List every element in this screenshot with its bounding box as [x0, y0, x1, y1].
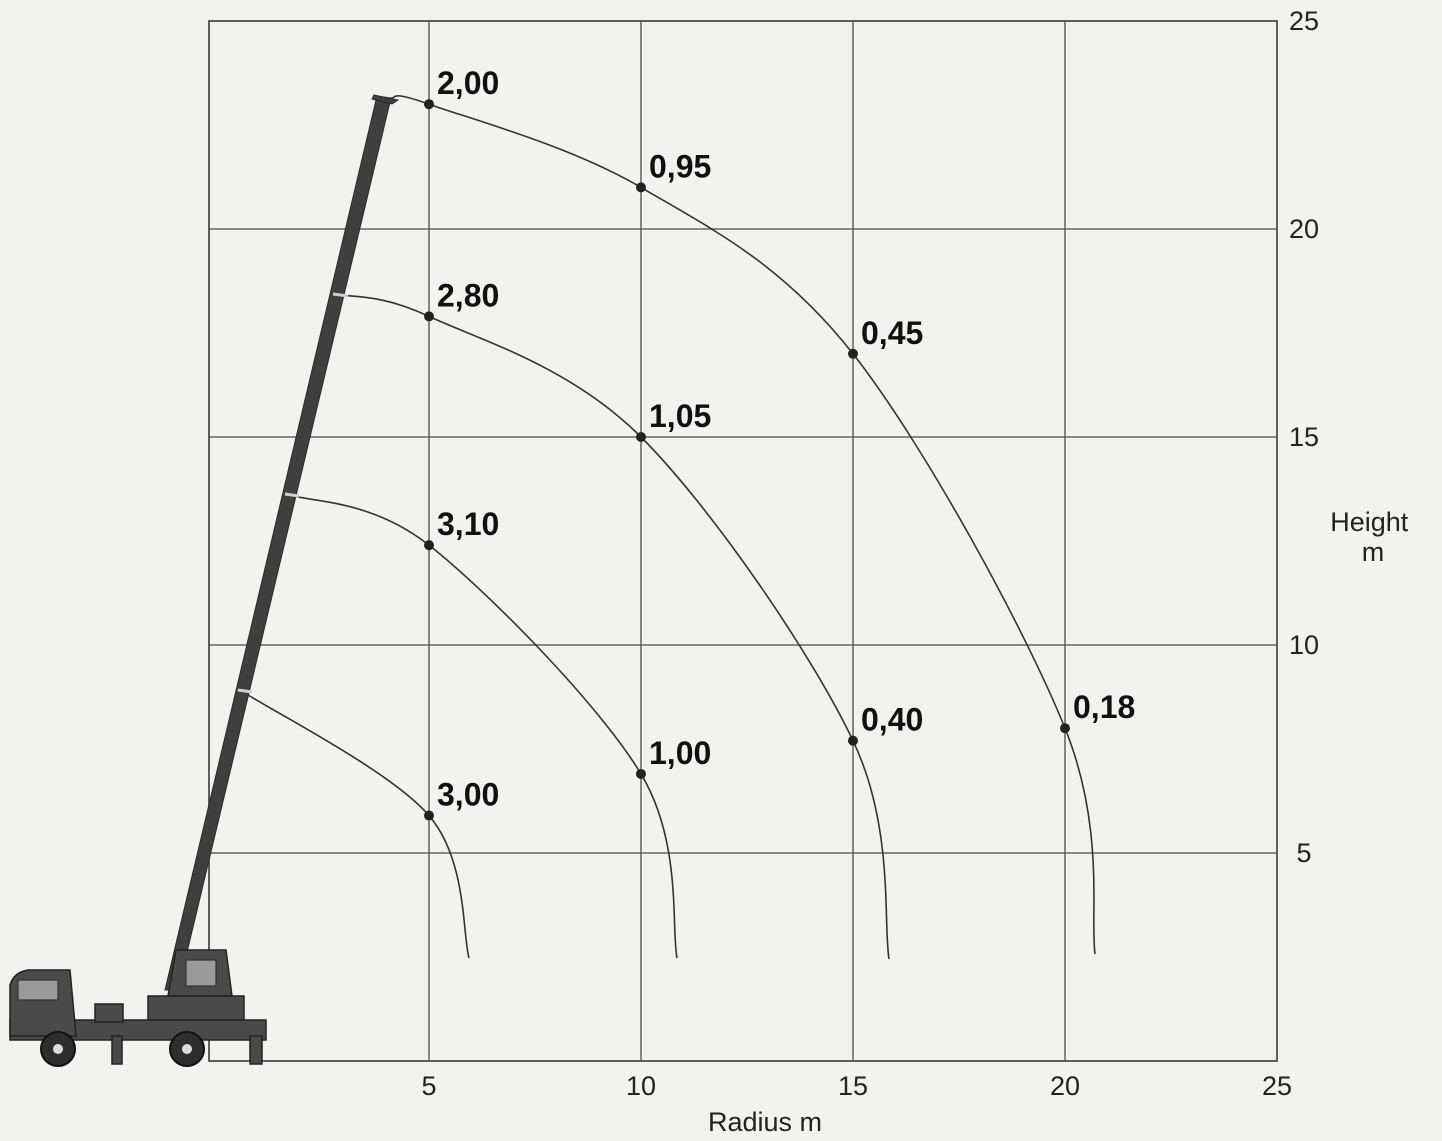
- y-axis-title-line-1: Height: [1330, 507, 1409, 537]
- crane-truck-icon: [9, 949, 267, 1067]
- y-tick-label: 10: [1289, 630, 1319, 660]
- capacity-label: 1,05: [649, 398, 711, 434]
- reach-arc: [285, 493, 678, 959]
- reach-arc: [390, 95, 1096, 955]
- capacity-point: [636, 768, 646, 779]
- capacity-label: 2,00: [437, 65, 499, 101]
- capacity-label: 0,40: [861, 702, 923, 738]
- x-tick-label: 20: [1050, 1071, 1080, 1101]
- capacity-point: [636, 182, 646, 193]
- capacity-label: 3,00: [437, 777, 499, 813]
- y-axis-title-line-2: m: [1362, 537, 1385, 567]
- grid: [208, 20, 1278, 1062]
- capacity-label: 2,80: [437, 277, 499, 313]
- capacity-label: 3,10: [437, 506, 499, 542]
- capacity-point: [1060, 723, 1070, 734]
- y-tick-label: 25: [1289, 6, 1319, 36]
- x-tick-label: 5: [421, 1071, 436, 1101]
- capacity-point: [424, 99, 434, 110]
- reach-arc: [239, 689, 470, 959]
- y-tick-label: 15: [1289, 422, 1319, 452]
- capacity-point: [636, 432, 646, 442]
- capacity-label: 0,18: [1073, 689, 1135, 725]
- y-axis-title: Height m: [1330, 507, 1416, 567]
- x-tick-label: 10: [626, 1071, 656, 1101]
- x-axis-title: Radius m: [708, 1107, 822, 1137]
- reach-arc: [333, 293, 890, 960]
- x-tick-label: 15: [838, 1071, 868, 1101]
- capacity-label: 1,00: [649, 735, 711, 771]
- capacity-point: [424, 810, 434, 821]
- capacity-point: [848, 735, 858, 746]
- capacity-point: [424, 540, 434, 551]
- tick-labels: 5 10 15 20 25 5 10 15 20 25: [421, 6, 1319, 1101]
- x-tick-label: 25: [1262, 1071, 1292, 1101]
- capacity-point: [424, 311, 434, 322]
- plot-frame: [208, 20, 1278, 1062]
- reach-arcs: [239, 95, 1096, 960]
- y-tick-label: 5: [1296, 838, 1311, 868]
- y-tick-label: 20: [1289, 214, 1319, 244]
- capacity-label: 0,95: [649, 148, 711, 184]
- capacity-label: 0,45: [861, 315, 923, 351]
- capacity-point: [848, 348, 858, 359]
- capacity-points: 2,00 0,95 0,45 0,18 2,80 1,05 0,40 3,10 1,00 3,00: [424, 65, 1135, 821]
